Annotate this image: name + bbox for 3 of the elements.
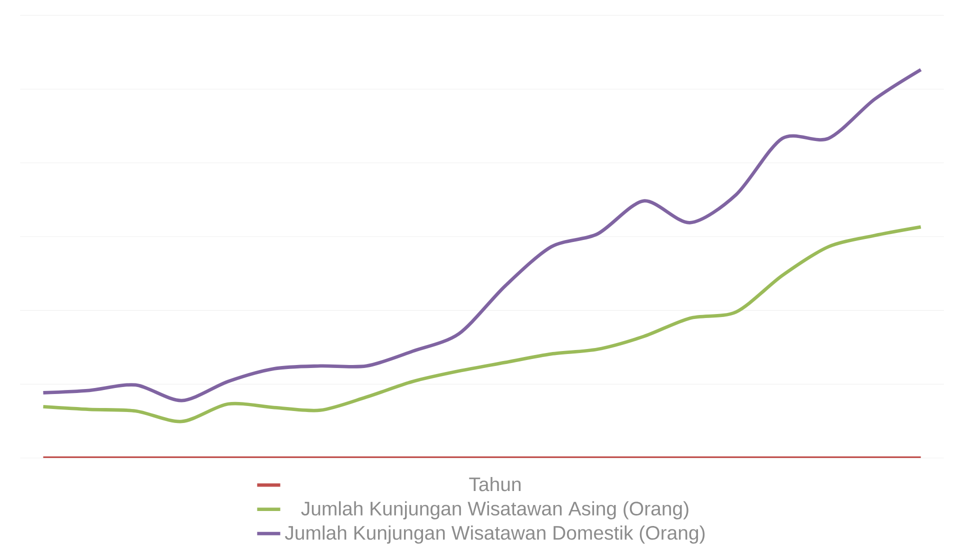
legend-label: Jumlah Kunjungan Wisatawan Domestik (Orang) bbox=[284, 526, 705, 544]
series-label: Tahun bbox=[469, 477, 521, 492]
legend-label: Jumlah Kunjungan Wisatawan Asing (Orang) bbox=[301, 501, 688, 520]
